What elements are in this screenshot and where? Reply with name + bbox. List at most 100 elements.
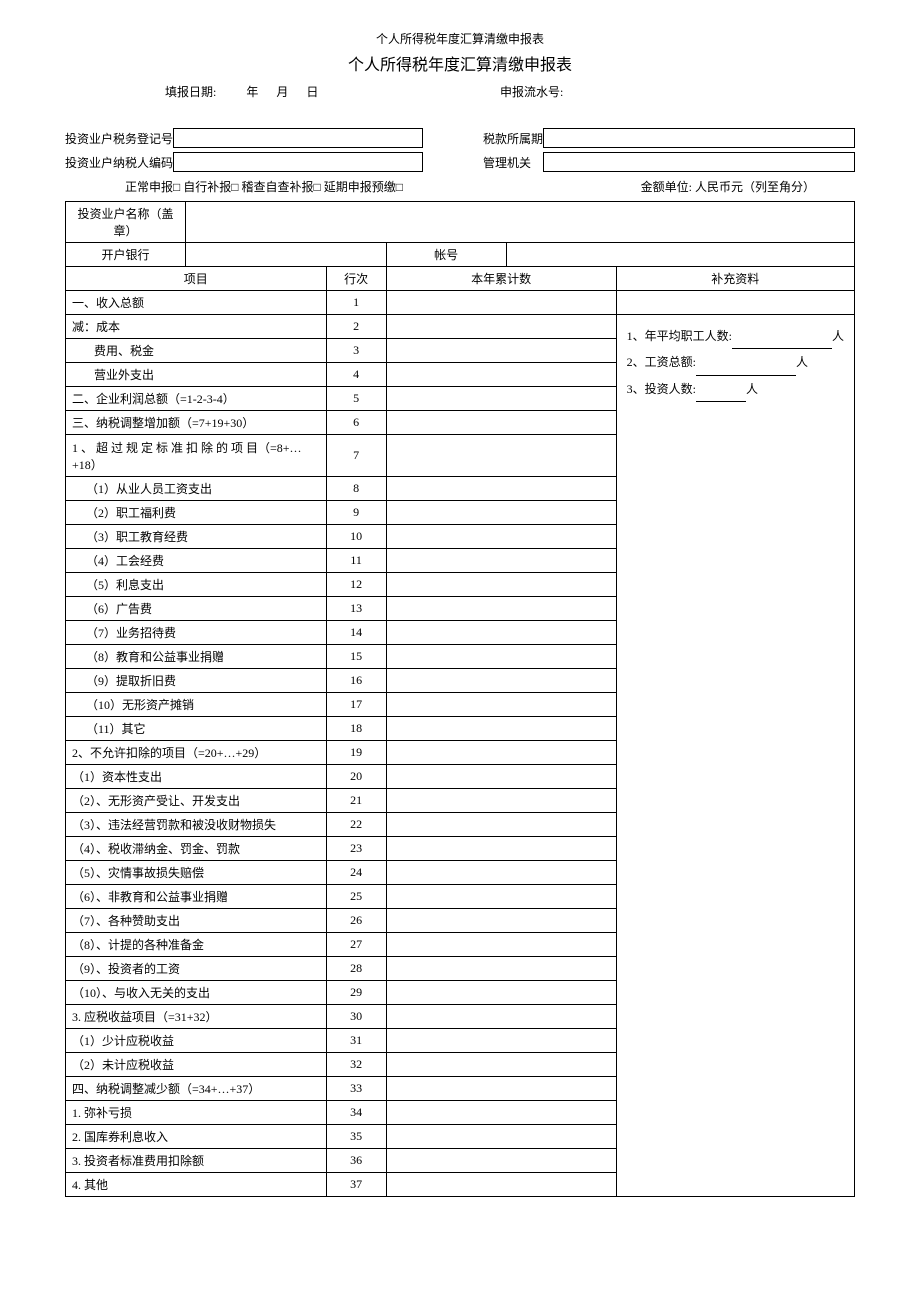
tax-reg-input[interactable] [173, 128, 423, 148]
header-main-title: 个人所得税年度汇算清缴申报表 [65, 51, 855, 75]
year-total-cell[interactable] [386, 789, 616, 813]
year-total-cell[interactable] [386, 1077, 616, 1101]
account-input[interactable] [506, 243, 854, 267]
info-row-2: 投资业户纳税人编码 管理机关 [65, 152, 855, 172]
year-total-cell[interactable] [386, 315, 616, 339]
taxpayer-code-input[interactable] [173, 152, 423, 172]
col-supplement: 补充资料 [616, 267, 854, 291]
row-number-cell: 14 [326, 621, 386, 645]
year-total-cell[interactable] [386, 765, 616, 789]
table-row: 一、收入总额1 [66, 291, 855, 315]
header-small-title: 个人所得税年度汇算清缴申报表 [65, 30, 855, 47]
year-total-cell[interactable] [386, 291, 616, 315]
year-total-cell[interactable] [386, 501, 616, 525]
year-total-cell[interactable] [386, 573, 616, 597]
row-number-cell: 10 [326, 525, 386, 549]
row-number-cell: 19 [326, 741, 386, 765]
item-cell: 3. 投资者标准费用扣除额 [66, 1149, 327, 1173]
row-number-cell: 36 [326, 1149, 386, 1173]
checkbox-row: 正常申报□ 自行补报□ 稽查自查补报□ 延期申报预缴□ 金额单位: 人民币元（列… [125, 178, 855, 195]
row-number-cell: 21 [326, 789, 386, 813]
item-cell: 1. 弥补亏损 [66, 1101, 327, 1125]
item-cell: 3. 应税收益项目（=31+32） [66, 1005, 327, 1029]
item-cell: （4）工会经费 [66, 549, 327, 573]
year-total-cell[interactable] [386, 339, 616, 363]
year-total-cell[interactable] [386, 1125, 616, 1149]
year-total-cell[interactable] [386, 645, 616, 669]
year-total-cell[interactable] [386, 861, 616, 885]
year-total-cell[interactable] [386, 621, 616, 645]
item-cell: （2）、无形资产受让、开发支出 [66, 789, 327, 813]
row-number-cell: 17 [326, 693, 386, 717]
name-row: 投资业户名称（盖章） [66, 202, 855, 243]
item-cell: （6）广告费 [66, 597, 327, 621]
year-total-cell[interactable] [386, 693, 616, 717]
day-label: 日 [306, 85, 318, 99]
year-total-cell[interactable] [386, 1005, 616, 1029]
admin-input[interactable] [543, 152, 855, 172]
item-cell: 2. 国库券利息收入 [66, 1125, 327, 1149]
row-number-cell: 2 [326, 315, 386, 339]
item-cell: 三、纳税调整增加额（=7+19+30） [66, 411, 327, 435]
row-number-cell: 26 [326, 909, 386, 933]
supplement-line-2: 2、工资总额:人 [627, 349, 844, 375]
year-total-cell[interactable] [386, 411, 616, 435]
row-number-cell: 37 [326, 1173, 386, 1197]
main-table: 投资业户名称（盖章） 开户银行 帐号 项目 行次 本年累计数 补充资料 一、收入… [65, 201, 855, 1197]
item-cell: （9）提取折旧费 [66, 669, 327, 693]
year-total-cell[interactable] [386, 837, 616, 861]
supplement-blank-cell [616, 291, 854, 315]
item-cell: 减：成本 [66, 315, 327, 339]
item-cell: （1）少计应税收益 [66, 1029, 327, 1053]
bank-input[interactable] [186, 243, 387, 267]
name-input[interactable] [186, 202, 855, 243]
row-number-cell: 5 [326, 387, 386, 411]
year-total-cell[interactable] [386, 981, 616, 1005]
year-total-cell[interactable] [386, 387, 616, 411]
date-row: 填报日期: 年 月 日 申报流水号: [65, 83, 855, 100]
year-total-cell[interactable] [386, 477, 616, 501]
year-total-cell[interactable] [386, 741, 616, 765]
info-row-1: 投资业户税务登记号 税款所属期 [65, 128, 855, 148]
year-label: 年 [246, 85, 258, 99]
tax-reg-label: 投资业户税务登记号 [65, 130, 173, 147]
year-total-cell[interactable] [386, 1101, 616, 1125]
item-cell: 二、企业利润总额（=1-2-3-4） [66, 387, 327, 411]
year-total-cell[interactable] [386, 885, 616, 909]
year-total-cell[interactable] [386, 669, 616, 693]
item-cell: （2）未计应税收益 [66, 1053, 327, 1077]
item-cell: 一、收入总额 [66, 291, 327, 315]
year-total-cell[interactable] [386, 1053, 616, 1077]
row-number-cell: 30 [326, 1005, 386, 1029]
year-total-cell[interactable] [386, 435, 616, 477]
year-total-cell[interactable] [386, 1149, 616, 1173]
tax-period-input[interactable] [543, 128, 855, 148]
item-cell: （3）职工教育经费 [66, 525, 327, 549]
year-total-cell[interactable] [386, 525, 616, 549]
item-cell: （5）、灾情事故损失赔偿 [66, 861, 327, 885]
item-cell: （7）业务招待费 [66, 621, 327, 645]
row-number-cell: 32 [326, 1053, 386, 1077]
year-total-cell[interactable] [386, 909, 616, 933]
year-total-cell[interactable] [386, 933, 616, 957]
year-total-cell[interactable] [386, 1173, 616, 1197]
item-cell: （8）教育和公益事业捐赠 [66, 645, 327, 669]
supplement-line-1: 1、年平均职工人数:人 [627, 323, 844, 349]
row-number-cell: 33 [326, 1077, 386, 1101]
item-cell: （9）、投资者的工资 [66, 957, 327, 981]
row-number-cell: 15 [326, 645, 386, 669]
row-number-cell: 34 [326, 1101, 386, 1125]
row-number-cell: 31 [326, 1029, 386, 1053]
year-total-cell[interactable] [386, 597, 616, 621]
year-total-cell[interactable] [386, 813, 616, 837]
year-total-cell[interactable] [386, 1029, 616, 1053]
name-label: 投资业户名称（盖章） [66, 202, 186, 243]
row-number-cell: 3 [326, 339, 386, 363]
taxpayer-code-label: 投资业户纳税人编码 [65, 154, 173, 171]
year-total-cell[interactable] [386, 363, 616, 387]
year-total-cell[interactable] [386, 717, 616, 741]
year-total-cell[interactable] [386, 549, 616, 573]
row-number-cell: 12 [326, 573, 386, 597]
item-cell: （2）职工福利费 [66, 501, 327, 525]
year-total-cell[interactable] [386, 957, 616, 981]
